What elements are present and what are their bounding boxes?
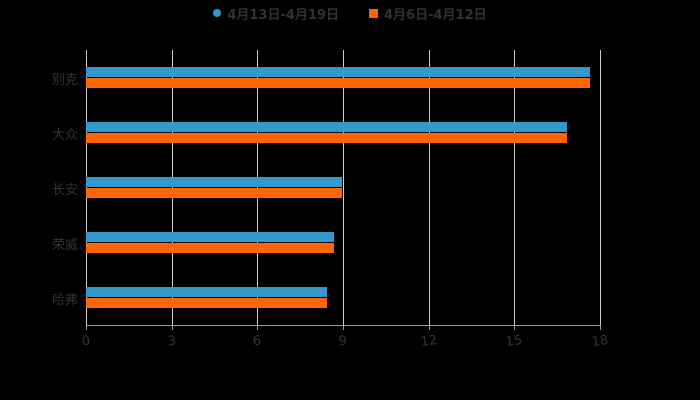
legend-item-series-1[interactable]: 4月13日-4月19日 — [213, 4, 339, 23]
y-category-label: 别克 — [51, 72, 78, 88]
y-category-label: 长安 — [51, 182, 78, 198]
y-category-label: 哈弗 — [51, 292, 78, 308]
bar-2[interactable] — [86, 297, 328, 308]
x-tick — [428, 325, 430, 330]
bar-1[interactable] — [86, 231, 335, 242]
legend-item-series-2[interactable]: 4月6日-4月12日 — [369, 4, 487, 23]
legend-label: 4月6日-4月12日 — [384, 7, 487, 23]
x-tick-label: 18 — [590, 332, 610, 351]
x-tick — [171, 325, 173, 330]
gridline — [428, 50, 430, 325]
bar-2[interactable] — [86, 242, 335, 253]
plot-area — [86, 50, 601, 325]
x-tick-label: 12 — [419, 332, 438, 351]
bar-2[interactable] — [86, 132, 568, 143]
x-tick-label: 0 — [80, 333, 92, 350]
bar-2[interactable] — [86, 187, 342, 198]
chart-legend: 4月13日-4月19日 4月6日-4月12日 — [0, 3, 700, 23]
legend-marker-square-icon — [369, 8, 379, 18]
legend-marker-circle-icon — [213, 9, 222, 17]
y-category-label: 荣威 — [51, 237, 78, 253]
x-tick — [257, 325, 259, 330]
x-tick-label: 15 — [505, 332, 524, 351]
legend-label: 4月13日-4月19日 — [227, 7, 340, 23]
x-tick — [343, 325, 344, 330]
bar-1[interactable] — [86, 286, 328, 297]
x-tick-label: 6 — [252, 333, 263, 350]
y-category-label: 大众 — [51, 127, 78, 143]
x-tick-label: 9 — [337, 333, 349, 350]
bar-1[interactable] — [86, 121, 568, 132]
x-tick — [514, 325, 516, 330]
gridline — [600, 50, 601, 325]
x-tick — [86, 325, 87, 330]
gridline — [514, 50, 516, 325]
bar-1[interactable] — [86, 176, 342, 187]
gridline — [343, 50, 344, 325]
x-tick-label: 3 — [166, 333, 177, 350]
bar-2[interactable] — [86, 77, 590, 88]
x-tick — [600, 325, 601, 330]
bar-1[interactable] — [86, 66, 590, 77]
